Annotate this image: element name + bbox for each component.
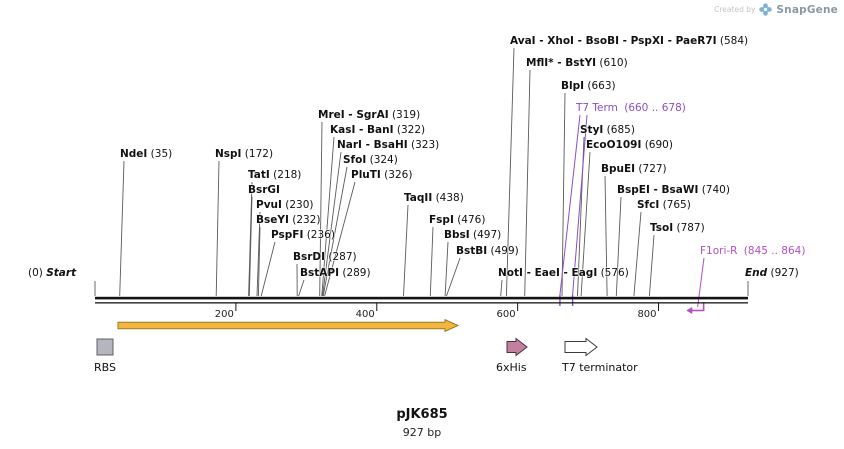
site-connector-line xyxy=(321,136,335,297)
site-connector-line xyxy=(298,279,305,297)
plasmid-length: 927 bp xyxy=(402,426,442,439)
feature-rbs[interactable] xyxy=(96,338,114,356)
site-connector-line xyxy=(119,160,125,297)
ruler-line xyxy=(95,302,748,304)
credit: Created by SnapGene xyxy=(714,3,838,16)
site-label-bbsi[interactable]: BbsI (497) xyxy=(444,229,502,241)
site-label-noti-eaei-eagi[interactable]: NotI - EaeI - EagI (576) xyxy=(498,267,629,279)
brand-text: SnapGene xyxy=(776,3,838,16)
site-label-styi[interactable]: StyI (685) xyxy=(580,124,635,136)
primer-arrowhead xyxy=(686,307,693,314)
site-connector-line xyxy=(403,204,409,297)
ruler-tick-label: 400 xyxy=(356,309,375,320)
site-connector-line xyxy=(500,279,503,297)
site-connector-line xyxy=(648,234,655,297)
site-connector-line xyxy=(444,241,449,297)
site-connector-line xyxy=(256,211,261,297)
site-label-sfci[interactable]: SfcI (765) xyxy=(637,199,691,211)
region-label-f1ori-r[interactable]: F1ori-R (845 .. 864) xyxy=(700,245,806,257)
site-connector-line xyxy=(324,181,356,297)
site-label-pluti[interactable]: PluTI (326) xyxy=(351,169,413,181)
site-label-ecoo109i[interactable]: EcoO109I (690) xyxy=(586,139,673,151)
sequence-line xyxy=(95,296,748,300)
site-connector-line xyxy=(604,175,608,297)
site-connector-line xyxy=(257,226,261,297)
title-block: pJK685 927 bp xyxy=(0,407,844,439)
feature-t7-terminator[interactable] xyxy=(564,337,598,357)
site-connector-line xyxy=(615,196,622,297)
end-label: End (927) xyxy=(745,267,799,279)
site-label-mrei-sgrai[interactable]: MreI - SgrAI (319) xyxy=(318,109,421,121)
feature-label-t7-terminator: T7 terminator xyxy=(562,361,638,374)
site-label-bspei-bsawi[interactable]: BspEI - BsaWI (740) xyxy=(617,184,730,196)
snapgene-logo-icon xyxy=(759,3,773,16)
ruler-tick-label: 200 xyxy=(215,309,234,320)
site-connector-line xyxy=(260,241,276,297)
site-connector-line xyxy=(215,160,220,297)
feature-label-rbs: RBS xyxy=(94,361,116,374)
site-label-pspfi[interactable]: PspFI (236) xyxy=(271,229,335,241)
site-connector-line xyxy=(580,151,591,297)
site-label-bseyi[interactable]: BseYI (232) xyxy=(256,214,321,226)
created-by-text: Created by xyxy=(714,5,756,14)
site-label-bstbi[interactable]: BstBI (499) xyxy=(456,245,519,257)
site-label-kasi-bani[interactable]: KasI - BanI (322) xyxy=(330,124,426,136)
region-connector-line xyxy=(559,114,581,296)
site-connector-line xyxy=(505,47,515,297)
site-label-tsoi[interactable]: TsoI (787) xyxy=(650,222,705,234)
feature-label-6xhis: 6xHis xyxy=(496,361,527,374)
region-label-t7-term[interactable]: T7 Term (660 .. 678) xyxy=(576,102,686,114)
site-connector-line xyxy=(524,69,531,297)
site-connector-line xyxy=(429,226,434,297)
site-label-pvui[interactable]: PvuI (230) xyxy=(256,199,314,211)
site-label-bstapi[interactable]: BstAPI (289) xyxy=(300,267,371,279)
site-label-avai-xhoi-bsobi-pspxi-paer7i[interactable]: AvaI - XhoI - BsoBI - PspXI - PaeR7I (58… xyxy=(510,35,749,47)
feature-6xhis[interactable] xyxy=(506,337,528,357)
site-label-tati[interactable]: TatI (218) xyxy=(248,169,302,181)
ruler-tick-label: 800 xyxy=(637,309,656,320)
feature-orf[interactable] xyxy=(117,318,460,333)
site-label-nspi[interactable]: NspI (172) xyxy=(215,148,274,160)
site-label-blpi[interactable]: BlpI (663) xyxy=(561,80,616,92)
site-label-sfoi[interactable]: SfoI (324) xyxy=(343,154,398,166)
site-connector-line xyxy=(248,196,253,297)
plasmid-title: pJK685 xyxy=(396,407,448,422)
site-label-mfli-bstyi[interactable]: MflI* - BstYI (610) xyxy=(526,57,628,69)
site-connector-line xyxy=(322,166,348,297)
site-label-bpuei[interactable]: BpuEI (727) xyxy=(601,163,667,175)
site-connector-line xyxy=(446,257,461,297)
site-label-ndei[interactable]: NdeI (35) xyxy=(120,148,173,160)
site-label-bsrdi[interactable]: BsrDI (287) xyxy=(293,251,357,263)
site-connector-line xyxy=(561,92,566,297)
ruler-tick-label: 600 xyxy=(497,309,516,320)
site-label-taqii[interactable]: TaqII (438) xyxy=(404,192,464,204)
site-connector-line xyxy=(248,181,253,297)
site-label-fspi[interactable]: FspI (476) xyxy=(429,214,486,226)
region-connector-line xyxy=(572,114,588,296)
site-label-bsrgi[interactable]: BsrGI xyxy=(248,184,280,196)
site-connector-line xyxy=(322,151,342,297)
site-connector-line xyxy=(633,211,642,297)
site-label-nari-bsahi[interactable]: NarI - BsaHI (323) xyxy=(337,139,440,151)
site-connector-line xyxy=(319,121,323,297)
start-label: (0) Start xyxy=(28,267,77,279)
